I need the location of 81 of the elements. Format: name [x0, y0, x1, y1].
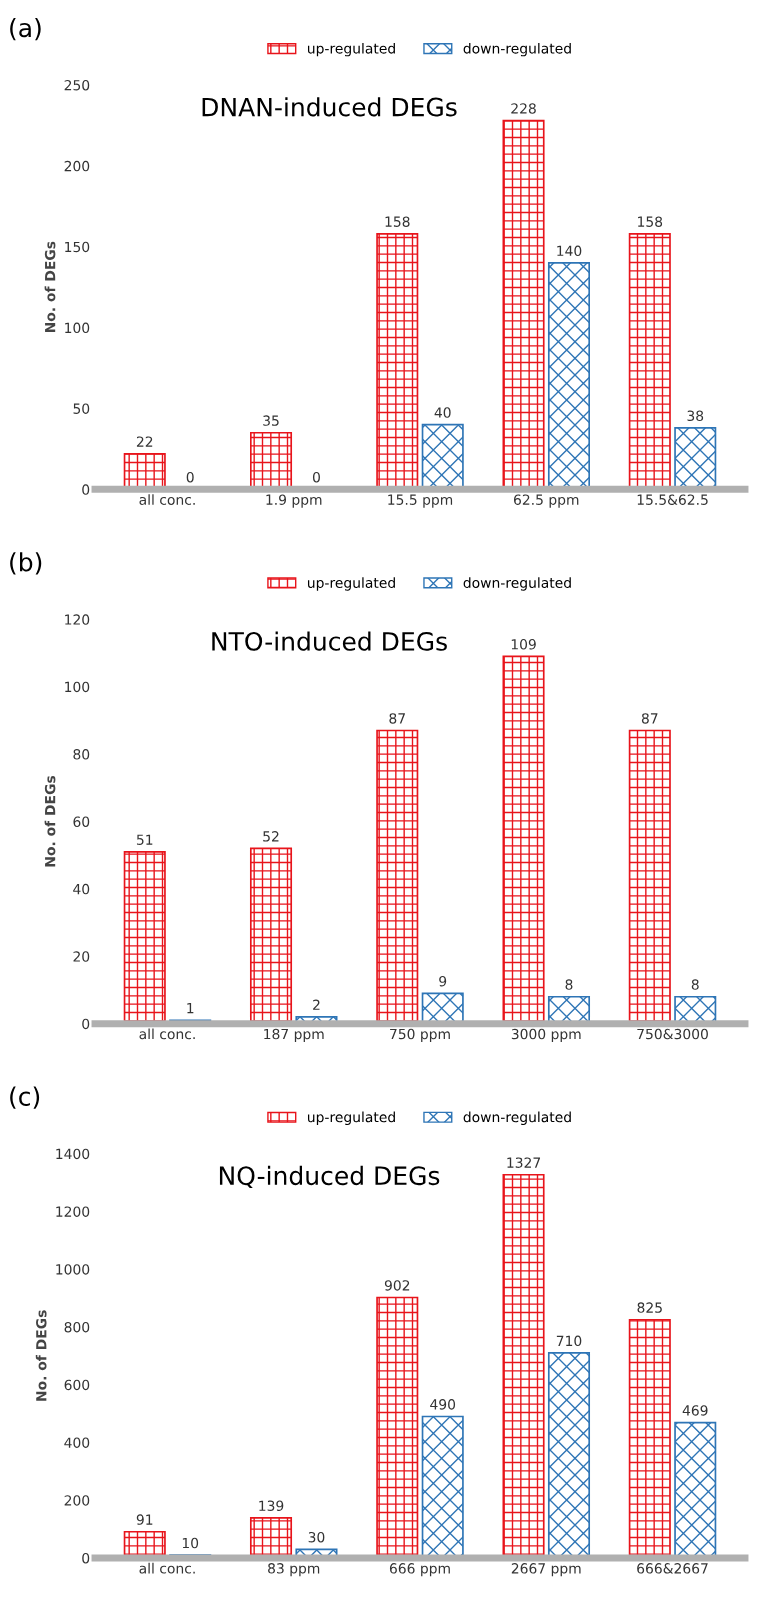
x-tick-label: 2667 ppm: [511, 1563, 581, 1577]
x-tick-label: 666&2667: [637, 1563, 708, 1574]
y-axis-title: No. of DEGs: [44, 241, 56, 333]
y-axis-title: No. of DEGs: [44, 775, 56, 867]
text: (c): [10, 1086, 40, 1109]
x-tick-label: 187 ppm: [264, 1028, 324, 1042]
data-label: 51: [136, 834, 153, 845]
data-label: 0: [312, 471, 320, 483]
y-tick-label: 1200: [56, 1206, 90, 1217]
y-tick-label: 0: [82, 484, 90, 495]
x-tick-label: all conc.: [139, 1028, 195, 1040]
y-axis-title: No. of DEGs: [35, 1310, 47, 1401]
data-label: 139: [259, 1500, 284, 1511]
y-tick-label: 50: [73, 403, 90, 414]
data-label: 52: [263, 831, 279, 842]
y-tick-label: 40: [73, 883, 90, 895]
data-label: 140: [557, 245, 582, 257]
y-tick-label: 200: [64, 1495, 90, 1506]
y-tick-label: 400: [64, 1437, 90, 1448]
y-tick-label: 1400: [56, 1148, 90, 1160]
x-tick-label: all conc.: [139, 1562, 195, 1574]
chart-title: NQ-induced DEGs: [219, 1165, 440, 1189]
data-label: 35: [263, 415, 279, 426]
data-label: 40: [434, 407, 451, 418]
data-label: 87: [389, 713, 405, 724]
data-label: 158: [385, 216, 410, 227]
data-label: 10: [182, 1537, 199, 1549]
chart-title: NTO-induced DEGs: [212, 631, 447, 651]
y-tick-label: 600: [64, 1379, 90, 1391]
y-tick-label: 100: [65, 681, 90, 693]
y-tick-label: 20: [73, 951, 90, 962]
x-tick-label: 15.5 ppm: [388, 494, 453, 508]
data-label: 2: [313, 999, 320, 1010]
data-label: 490: [430, 1399, 456, 1410]
text: (a): [10, 17, 41, 41]
data-label: 8: [691, 979, 699, 990]
y-tick-label: 60: [73, 816, 90, 827]
data-label: 8: [565, 979, 573, 990]
x-tick-label: 3000 ppm: [511, 1028, 581, 1042]
x-tick-label: 1.9 ppm: [266, 494, 322, 508]
y-tick-label: 120: [65, 614, 90, 625]
x-tick-label: 750&3000: [637, 1028, 708, 1040]
legend-label: down-regulated: [463, 42, 571, 57]
x-tick-label: 666 ppm: [389, 1563, 450, 1577]
data-label: 38: [687, 410, 704, 422]
y-tick-label: 150: [65, 241, 90, 253]
y-tick-label: 250: [64, 79, 90, 91]
data-label: 87: [641, 713, 658, 724]
y-tick-label: 200: [64, 160, 90, 172]
data-label: 710: [556, 1335, 582, 1347]
y-tick-label: 800: [64, 1321, 90, 1333]
y-tick-label: 0: [82, 1552, 90, 1564]
legend-label: up-regulated: [307, 1111, 395, 1125]
y-tick-label: 80: [73, 749, 90, 760]
chart-title: DNAN-induced DEGs: [202, 97, 457, 117]
y-tick-label: 1000: [56, 1264, 90, 1275]
x-tick-label: all conc.: [139, 494, 195, 505]
y-tick-label: 0: [82, 1018, 90, 1030]
x-tick-label: 750 ppm: [390, 1028, 450, 1042]
data-label: 228: [511, 103, 536, 114]
data-label: 158: [638, 216, 663, 227]
data-label: 1327: [507, 1157, 541, 1168]
data-label: 0: [186, 471, 194, 483]
legend-label: down-regulated: [463, 1111, 571, 1125]
data-label: 825: [637, 1302, 662, 1313]
data-label: 22: [136, 436, 153, 447]
data-label: 1: [187, 1003, 194, 1014]
data-label: 109: [511, 639, 536, 650]
y-tick-label: 100: [65, 322, 90, 334]
data-label: 91: [136, 1514, 153, 1525]
x-tick-label: 62.5 ppm: [513, 494, 579, 508]
text: (b): [10, 552, 42, 575]
data-label: 30: [308, 1531, 325, 1543]
legend-label: up-regulated: [307, 577, 395, 591]
data-label: 469: [682, 1405, 708, 1416]
x-tick-label: 83 ppm: [268, 1563, 320, 1577]
data-label: 9: [439, 975, 447, 987]
data-label: 902: [384, 1280, 410, 1291]
x-tick-label: 15.5&62.5: [637, 494, 708, 505]
legend-label: down-regulated: [463, 577, 571, 591]
legend-label: up-regulated: [307, 42, 395, 57]
